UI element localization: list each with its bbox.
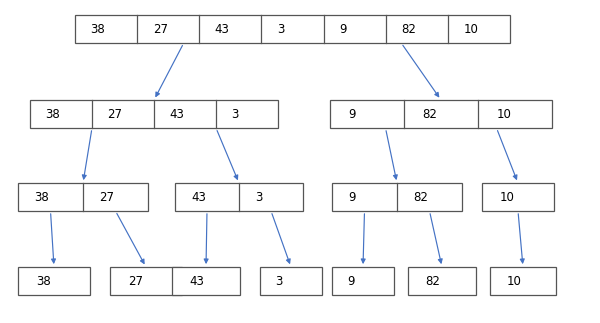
Bar <box>260 267 322 295</box>
Text: 9: 9 <box>349 108 356 121</box>
Bar <box>332 267 394 295</box>
Text: 27: 27 <box>152 23 167 36</box>
Text: 82: 82 <box>401 23 416 36</box>
Text: 27: 27 <box>99 191 114 204</box>
Bar <box>490 267 556 295</box>
Text: 3: 3 <box>275 275 283 288</box>
Bar <box>330 100 552 128</box>
Text: 10: 10 <box>463 23 478 36</box>
Text: 38: 38 <box>46 108 60 121</box>
Bar <box>482 183 554 211</box>
Bar <box>110 267 182 295</box>
Bar <box>75 15 510 43</box>
Text: 82: 82 <box>422 108 437 121</box>
Text: 43: 43 <box>215 23 230 36</box>
Bar <box>175 183 303 211</box>
Bar <box>18 183 148 211</box>
Text: 10: 10 <box>497 108 511 121</box>
Text: 27: 27 <box>107 108 122 121</box>
Text: 43: 43 <box>189 275 204 288</box>
Text: 82: 82 <box>413 191 428 204</box>
Bar <box>172 267 240 295</box>
Text: 43: 43 <box>170 108 184 121</box>
Text: 10: 10 <box>506 275 521 288</box>
Text: 38: 38 <box>91 23 105 36</box>
Text: 9: 9 <box>348 191 356 204</box>
Text: 9: 9 <box>347 275 355 288</box>
Text: 10: 10 <box>500 191 515 204</box>
Text: 3: 3 <box>277 23 284 36</box>
Text: 3: 3 <box>232 108 239 121</box>
Bar <box>332 183 462 211</box>
Text: 3: 3 <box>255 191 262 204</box>
Text: 9: 9 <box>339 23 347 36</box>
Text: 38: 38 <box>36 275 51 288</box>
Text: 43: 43 <box>191 191 206 204</box>
Text: 27: 27 <box>128 275 143 288</box>
Text: 38: 38 <box>34 191 49 204</box>
Bar <box>30 100 278 128</box>
Text: 82: 82 <box>425 275 440 288</box>
Bar <box>408 267 476 295</box>
Bar <box>18 267 90 295</box>
